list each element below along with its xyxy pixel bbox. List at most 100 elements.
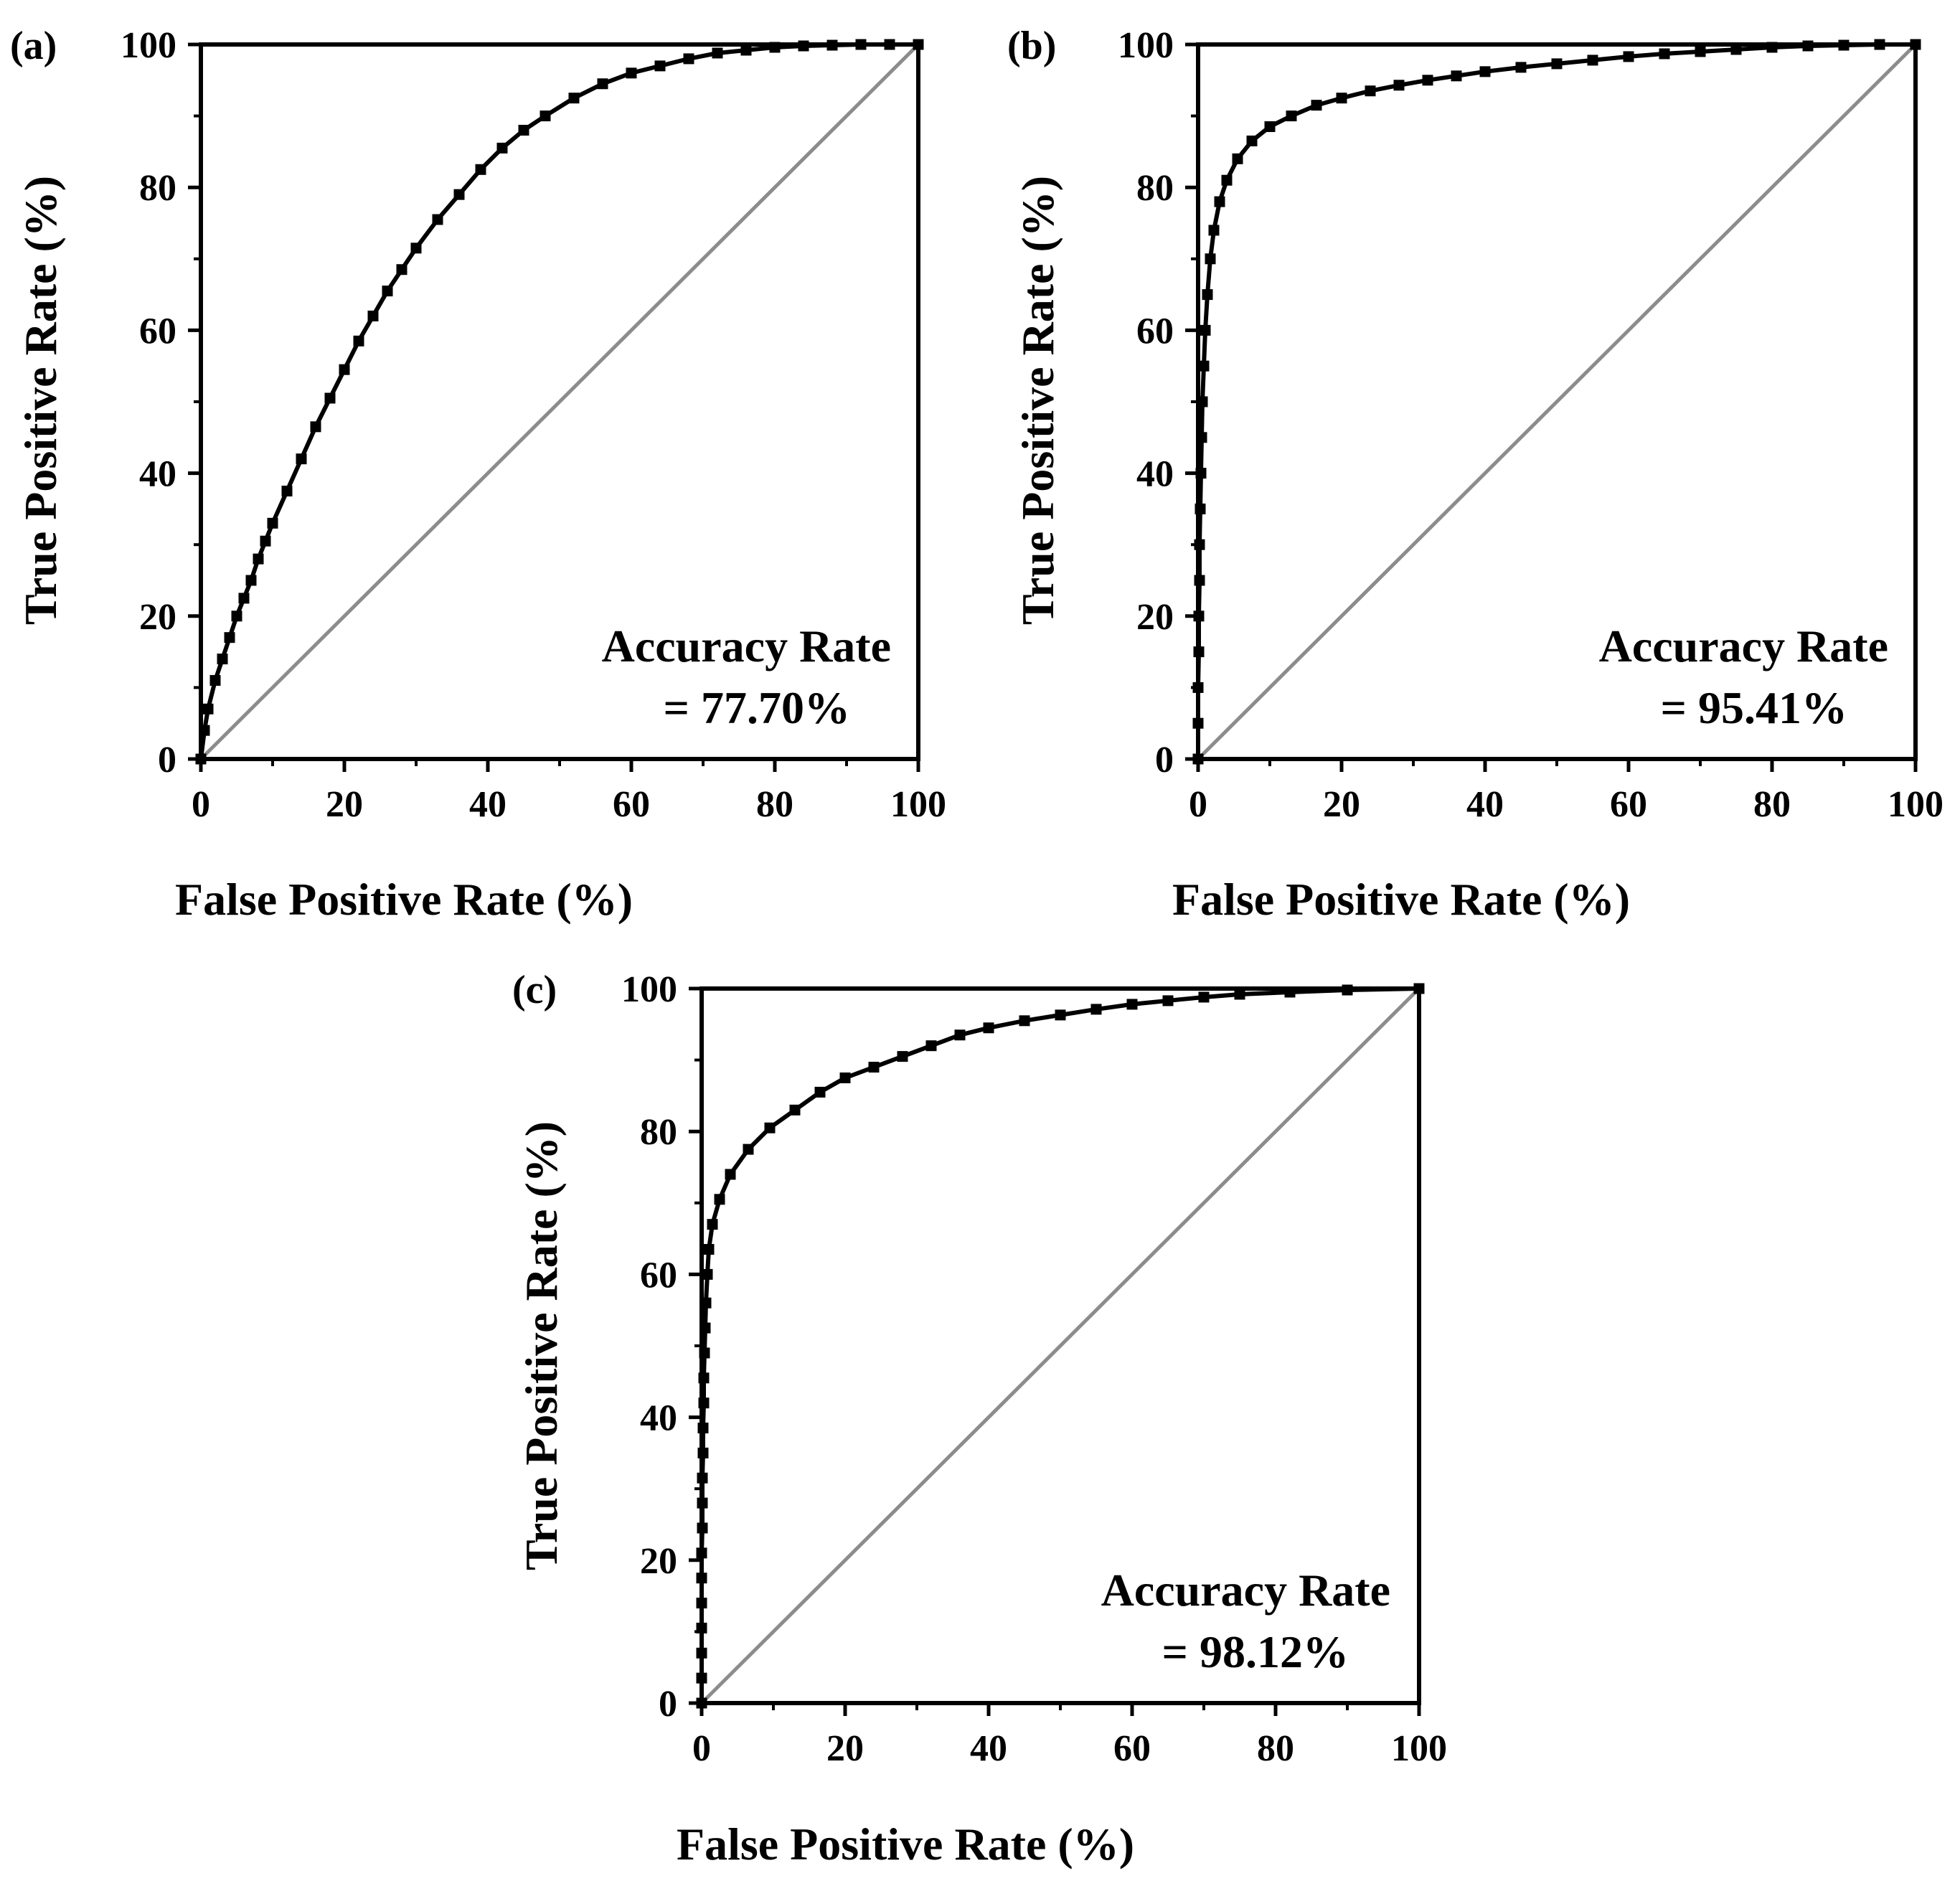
- roc-point: [1874, 39, 1885, 50]
- roc-point: [897, 1051, 908, 1062]
- roc-point: [1766, 42, 1778, 53]
- roc-point: [1623, 51, 1634, 62]
- roc-point: [209, 674, 221, 686]
- x-tick-label: 60: [613, 784, 650, 825]
- roc-point: [1413, 983, 1425, 994]
- y-tick-label: 20: [139, 597, 176, 638]
- accuracy-label: Accuracy Rate: [602, 621, 891, 671]
- y-tick-label: 80: [1136, 168, 1174, 209]
- roc-point: [700, 1297, 712, 1309]
- y-tick-label: 0: [1155, 740, 1174, 781]
- x-tick-label: 80: [1753, 784, 1791, 825]
- y-tick-label: 0: [158, 740, 176, 781]
- x-tick-label: 40: [1466, 784, 1504, 825]
- roc-point: [1311, 100, 1322, 111]
- roc-point: [1284, 986, 1296, 998]
- roc-point: [839, 1072, 851, 1083]
- roc-point: [699, 1347, 710, 1359]
- roc-point: [1193, 610, 1205, 622]
- roc-point: [410, 242, 422, 254]
- y-tick-label: 80: [640, 1112, 677, 1153]
- roc-point: [826, 39, 838, 51]
- y-tick-label: 60: [640, 1255, 677, 1296]
- roc-point: [1422, 75, 1433, 86]
- roc-point: [696, 1672, 707, 1684]
- y-axis-title: True Positive Rate (%): [15, 176, 66, 625]
- roc-point: [453, 189, 465, 200]
- roc-point: [925, 1040, 937, 1052]
- roc-point: [1192, 717, 1204, 729]
- roc-point: [1195, 468, 1207, 479]
- x-tick-label: 20: [326, 784, 363, 825]
- roc-point: [698, 1397, 710, 1409]
- roc-point: [202, 703, 214, 715]
- roc-point: [281, 486, 293, 496]
- roc-point: [1198, 991, 1210, 1003]
- roc-point: [518, 125, 529, 136]
- accuracy-label: Accuracy Rate: [1599, 621, 1888, 671]
- roc-point: [1695, 46, 1706, 57]
- roc-point: [868, 1062, 880, 1073]
- panel-label: (b): [1007, 24, 1056, 68]
- roc-point: [707, 1219, 718, 1230]
- roc-point: [1365, 85, 1376, 97]
- roc-point: [954, 1029, 966, 1041]
- roc-point: [1162, 995, 1174, 1006]
- roc-point: [1342, 984, 1353, 996]
- roc-point: [855, 39, 867, 50]
- x-tick-label: 40: [469, 784, 507, 825]
- roc-point: [769, 42, 781, 53]
- roc-point: [1192, 682, 1204, 693]
- panel-label: (a): [10, 24, 57, 68]
- roc-point: [1205, 253, 1216, 265]
- x-tick-label: 60: [1113, 1728, 1151, 1769]
- roc-point: [764, 1122, 776, 1133]
- panel-a: (a) False Positive Rate (%) True Positiv…: [10, 24, 946, 925]
- roc-point: [654, 60, 666, 72]
- roc-point: [1246, 135, 1258, 146]
- roc-point: [1232, 153, 1243, 164]
- diagonal-line: [199, 43, 920, 760]
- roc-point: [626, 67, 637, 79]
- roc-point: [1838, 39, 1850, 51]
- roc-point: [1200, 324, 1211, 336]
- accuracy-value: = 95.41%: [1661, 682, 1847, 733]
- roc-point: [432, 214, 443, 225]
- y-tick-label: 60: [1136, 311, 1174, 352]
- panel-label: (c): [512, 968, 557, 1012]
- roc-point: [260, 535, 271, 547]
- y-tick-label: 0: [659, 1684, 677, 1725]
- y-axis-title: True Positive Rate (%): [516, 1121, 567, 1570]
- roc-point: [703, 1244, 715, 1255]
- x-tick-label: 0: [1189, 784, 1207, 825]
- roc-point: [1019, 1015, 1030, 1027]
- roc-point: [712, 47, 723, 59]
- roc-point: [1055, 1009, 1066, 1021]
- roc-point: [1515, 62, 1527, 73]
- roc-point: [789, 1104, 801, 1116]
- roc-point: [696, 1598, 707, 1609]
- roc-point: [1234, 989, 1245, 1000]
- roc-point: [217, 654, 228, 665]
- panel-b: (b) False Positive Rate (%) True Positiv…: [1007, 24, 1943, 925]
- roc-point: [496, 142, 508, 154]
- roc-point: [1551, 58, 1563, 70]
- roc-point: [697, 1522, 708, 1534]
- x-tick-label: 20: [826, 1728, 864, 1769]
- roc-point: [1910, 39, 1921, 50]
- y-tick-label: 40: [1136, 454, 1174, 495]
- roc-point: [696, 1647, 707, 1659]
- roc-point: [1192, 753, 1204, 765]
- roc-point: [697, 1447, 709, 1458]
- roc-point: [382, 286, 393, 297]
- roc-point: [199, 725, 210, 736]
- y-tick-label: 40: [640, 1398, 677, 1439]
- roc-point: [743, 1144, 754, 1155]
- roc-point: [245, 575, 257, 586]
- panel-c: (c) False Positive Rate (%) True Positiv…: [512, 968, 1447, 1870]
- diagonal-line: [700, 987, 1420, 1705]
- roc-point: [1587, 55, 1598, 66]
- roc-point: [540, 110, 551, 122]
- y-tick-label: 100: [1118, 25, 1174, 66]
- x-tick-label: 100: [890, 784, 946, 825]
